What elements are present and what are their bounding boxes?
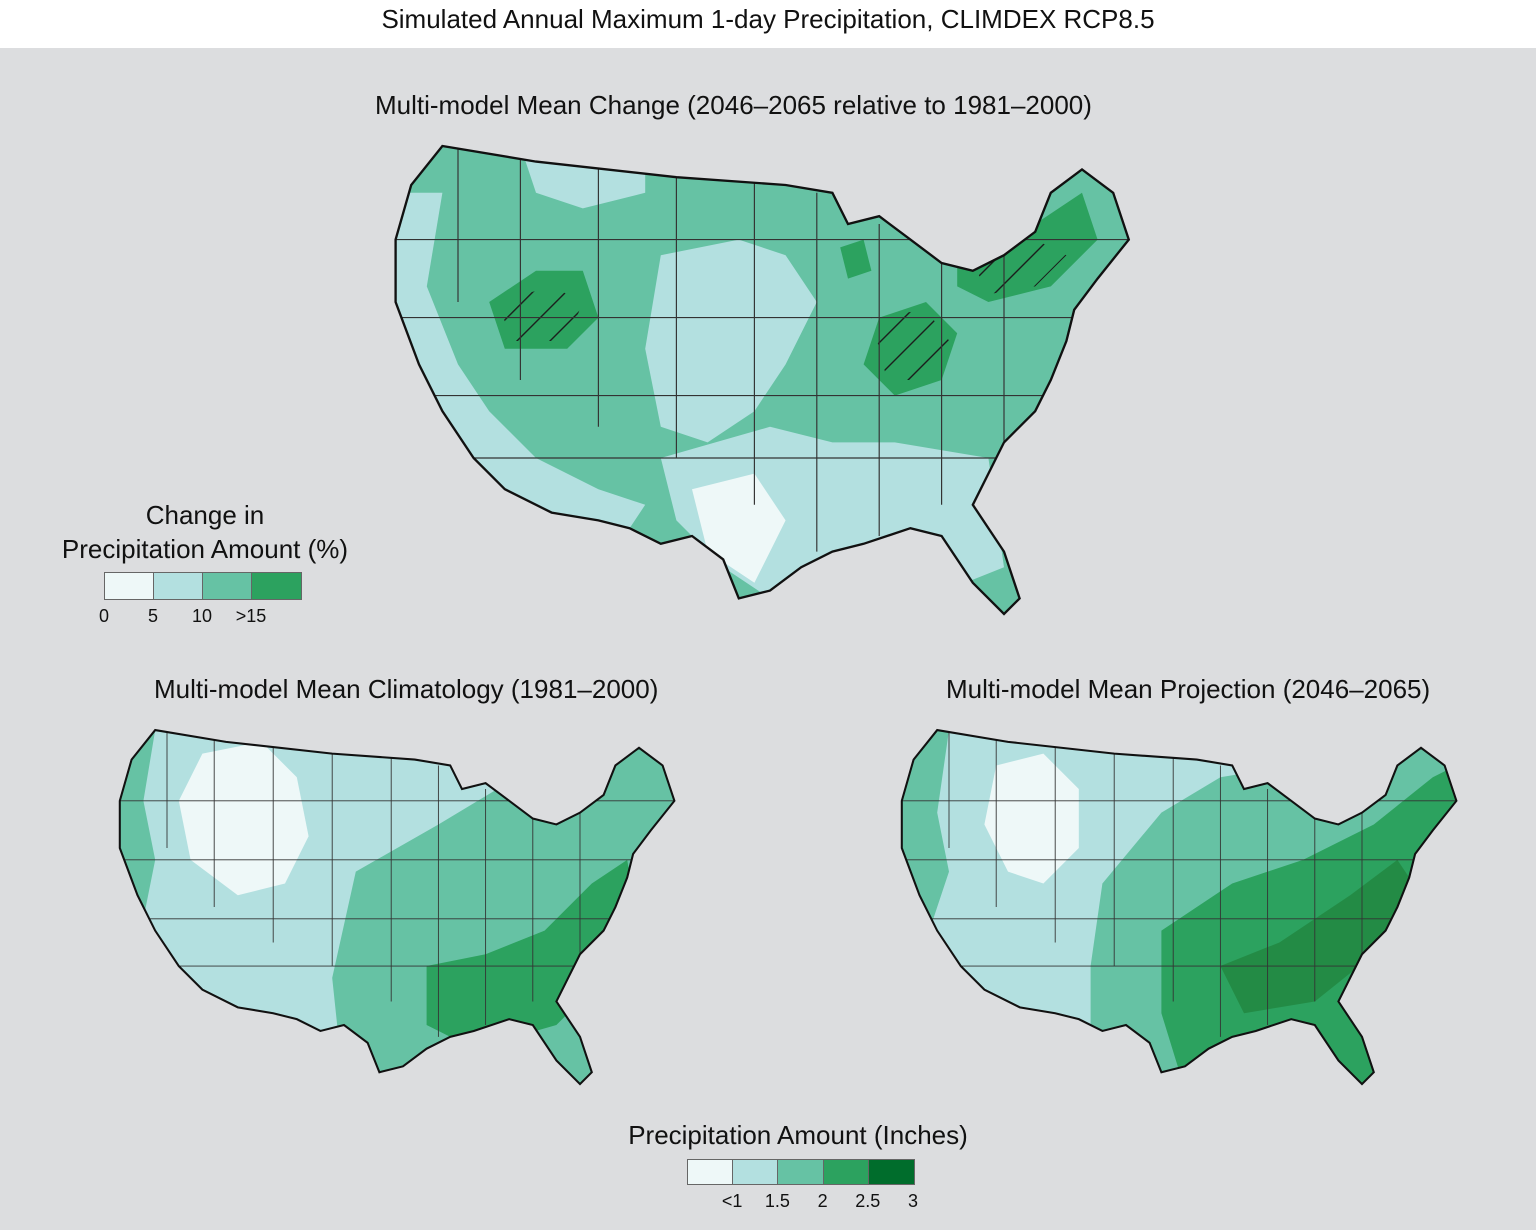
shared-legend-tick-label: <1 [721,1191,743,1211]
climatology-map-title: Multi-model Mean Climatology (1981–2000) [154,674,659,704]
shared-legend-title: Precipitation Amount (Inches) [628,1120,968,1150]
change-hatch-ohio [871,309,950,380]
change-us-outline [394,144,1131,616]
clim-state-borders [119,730,675,1037]
change-legend-tick-label: 10 [191,606,213,626]
change-map-title: Multi-model Mean Change (2046–2065 relat… [375,90,1092,120]
shared-legend-swatch-4 [868,1160,914,1184]
change-hatch-utah [497,286,583,341]
clim-west-coast [119,730,156,919]
change-legend-swatch-2 [203,573,252,599]
clim-us-outline [118,728,676,1086]
change-state-borders [395,146,1129,552]
change-hatch-northeast [972,239,1067,295]
change-legend-swatch-1 [154,573,203,599]
shared-legend-tick-label: 1.5 [764,1191,790,1211]
change-map [394,144,1131,616]
figure-title: Simulated Annual Maximum 1-day Precipita… [0,0,1536,48]
projection-map-title: Multi-model Mean Projection (2046–2065) [946,674,1431,704]
change-legend-swatch-0 [105,573,154,599]
change-legend-title-line2: Precipitation Amount (%) [61,534,349,564]
change-legend-tick-label: >15 [235,606,267,626]
shared-legend-swatch-3 [823,1160,869,1184]
shared-legend-swatch-2 [778,1160,824,1184]
shared-legend-tick-label: 2 [817,1191,828,1211]
change-legend-title: Change in Precipitation Amount (%) [40,498,370,566]
shared-legend-tick-label: 2.5 [855,1191,881,1211]
climatology-map [118,728,676,1086]
figure-panel: Multi-model Mean Change (2046–2065 relat… [0,48,1536,1230]
shared-legend-ticks: <1 1.5 2 2.5 3 [687,1191,918,1215]
proj-us-outline [900,728,1458,1086]
proj-state-borders [901,730,1457,1037]
change-legend-ticks: 0 5 10 >15 [99,606,300,630]
shared-legend-tick-label: 3 [907,1191,919,1211]
shared-legend-swatch-1 [733,1160,779,1184]
change-legend-swatch-3 [252,573,301,599]
change-legend-bar [104,572,302,600]
change-high-wisconsin [840,239,872,279]
projection-map [900,728,1458,1086]
change-legend-tick-label: 5 [147,606,159,626]
change-legend-title-line1: Change in [145,500,265,530]
change-low-central-plains [645,239,817,443]
change-legend-tick-label: 0 [98,606,110,626]
clim-low-interior [178,741,309,896]
proj-highest-band [1220,859,1421,1014]
shared-legend-swatch-0 [688,1160,734,1184]
shared-legend-bar [687,1159,915,1185]
